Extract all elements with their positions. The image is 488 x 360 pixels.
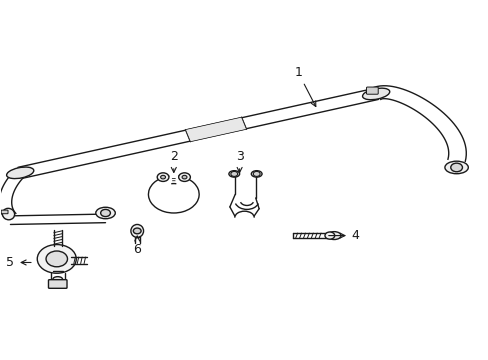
Circle shape xyxy=(37,244,76,273)
Circle shape xyxy=(450,163,462,172)
Circle shape xyxy=(160,175,165,179)
Ellipse shape xyxy=(2,208,15,220)
FancyBboxPatch shape xyxy=(1,210,8,214)
Ellipse shape xyxy=(96,207,115,219)
Text: 6: 6 xyxy=(133,236,141,256)
Circle shape xyxy=(178,173,190,181)
Ellipse shape xyxy=(53,276,62,282)
Text: 1: 1 xyxy=(294,66,315,107)
Ellipse shape xyxy=(251,171,262,177)
Text: 5: 5 xyxy=(6,256,31,269)
Ellipse shape xyxy=(228,171,239,177)
Circle shape xyxy=(46,251,67,267)
FancyBboxPatch shape xyxy=(366,87,377,94)
Circle shape xyxy=(157,173,168,181)
Ellipse shape xyxy=(362,88,389,100)
Polygon shape xyxy=(185,117,246,142)
Ellipse shape xyxy=(444,161,468,174)
Ellipse shape xyxy=(327,231,340,239)
FancyBboxPatch shape xyxy=(48,280,67,288)
Text: 2: 2 xyxy=(169,150,177,172)
Text: 3: 3 xyxy=(235,150,243,172)
Circle shape xyxy=(101,210,110,217)
Ellipse shape xyxy=(131,225,143,237)
Text: 4: 4 xyxy=(328,229,359,242)
Circle shape xyxy=(325,232,334,239)
Circle shape xyxy=(253,171,260,176)
Circle shape xyxy=(133,228,141,234)
Ellipse shape xyxy=(8,168,32,178)
Circle shape xyxy=(230,171,237,176)
Ellipse shape xyxy=(6,167,34,179)
Circle shape xyxy=(182,175,186,179)
